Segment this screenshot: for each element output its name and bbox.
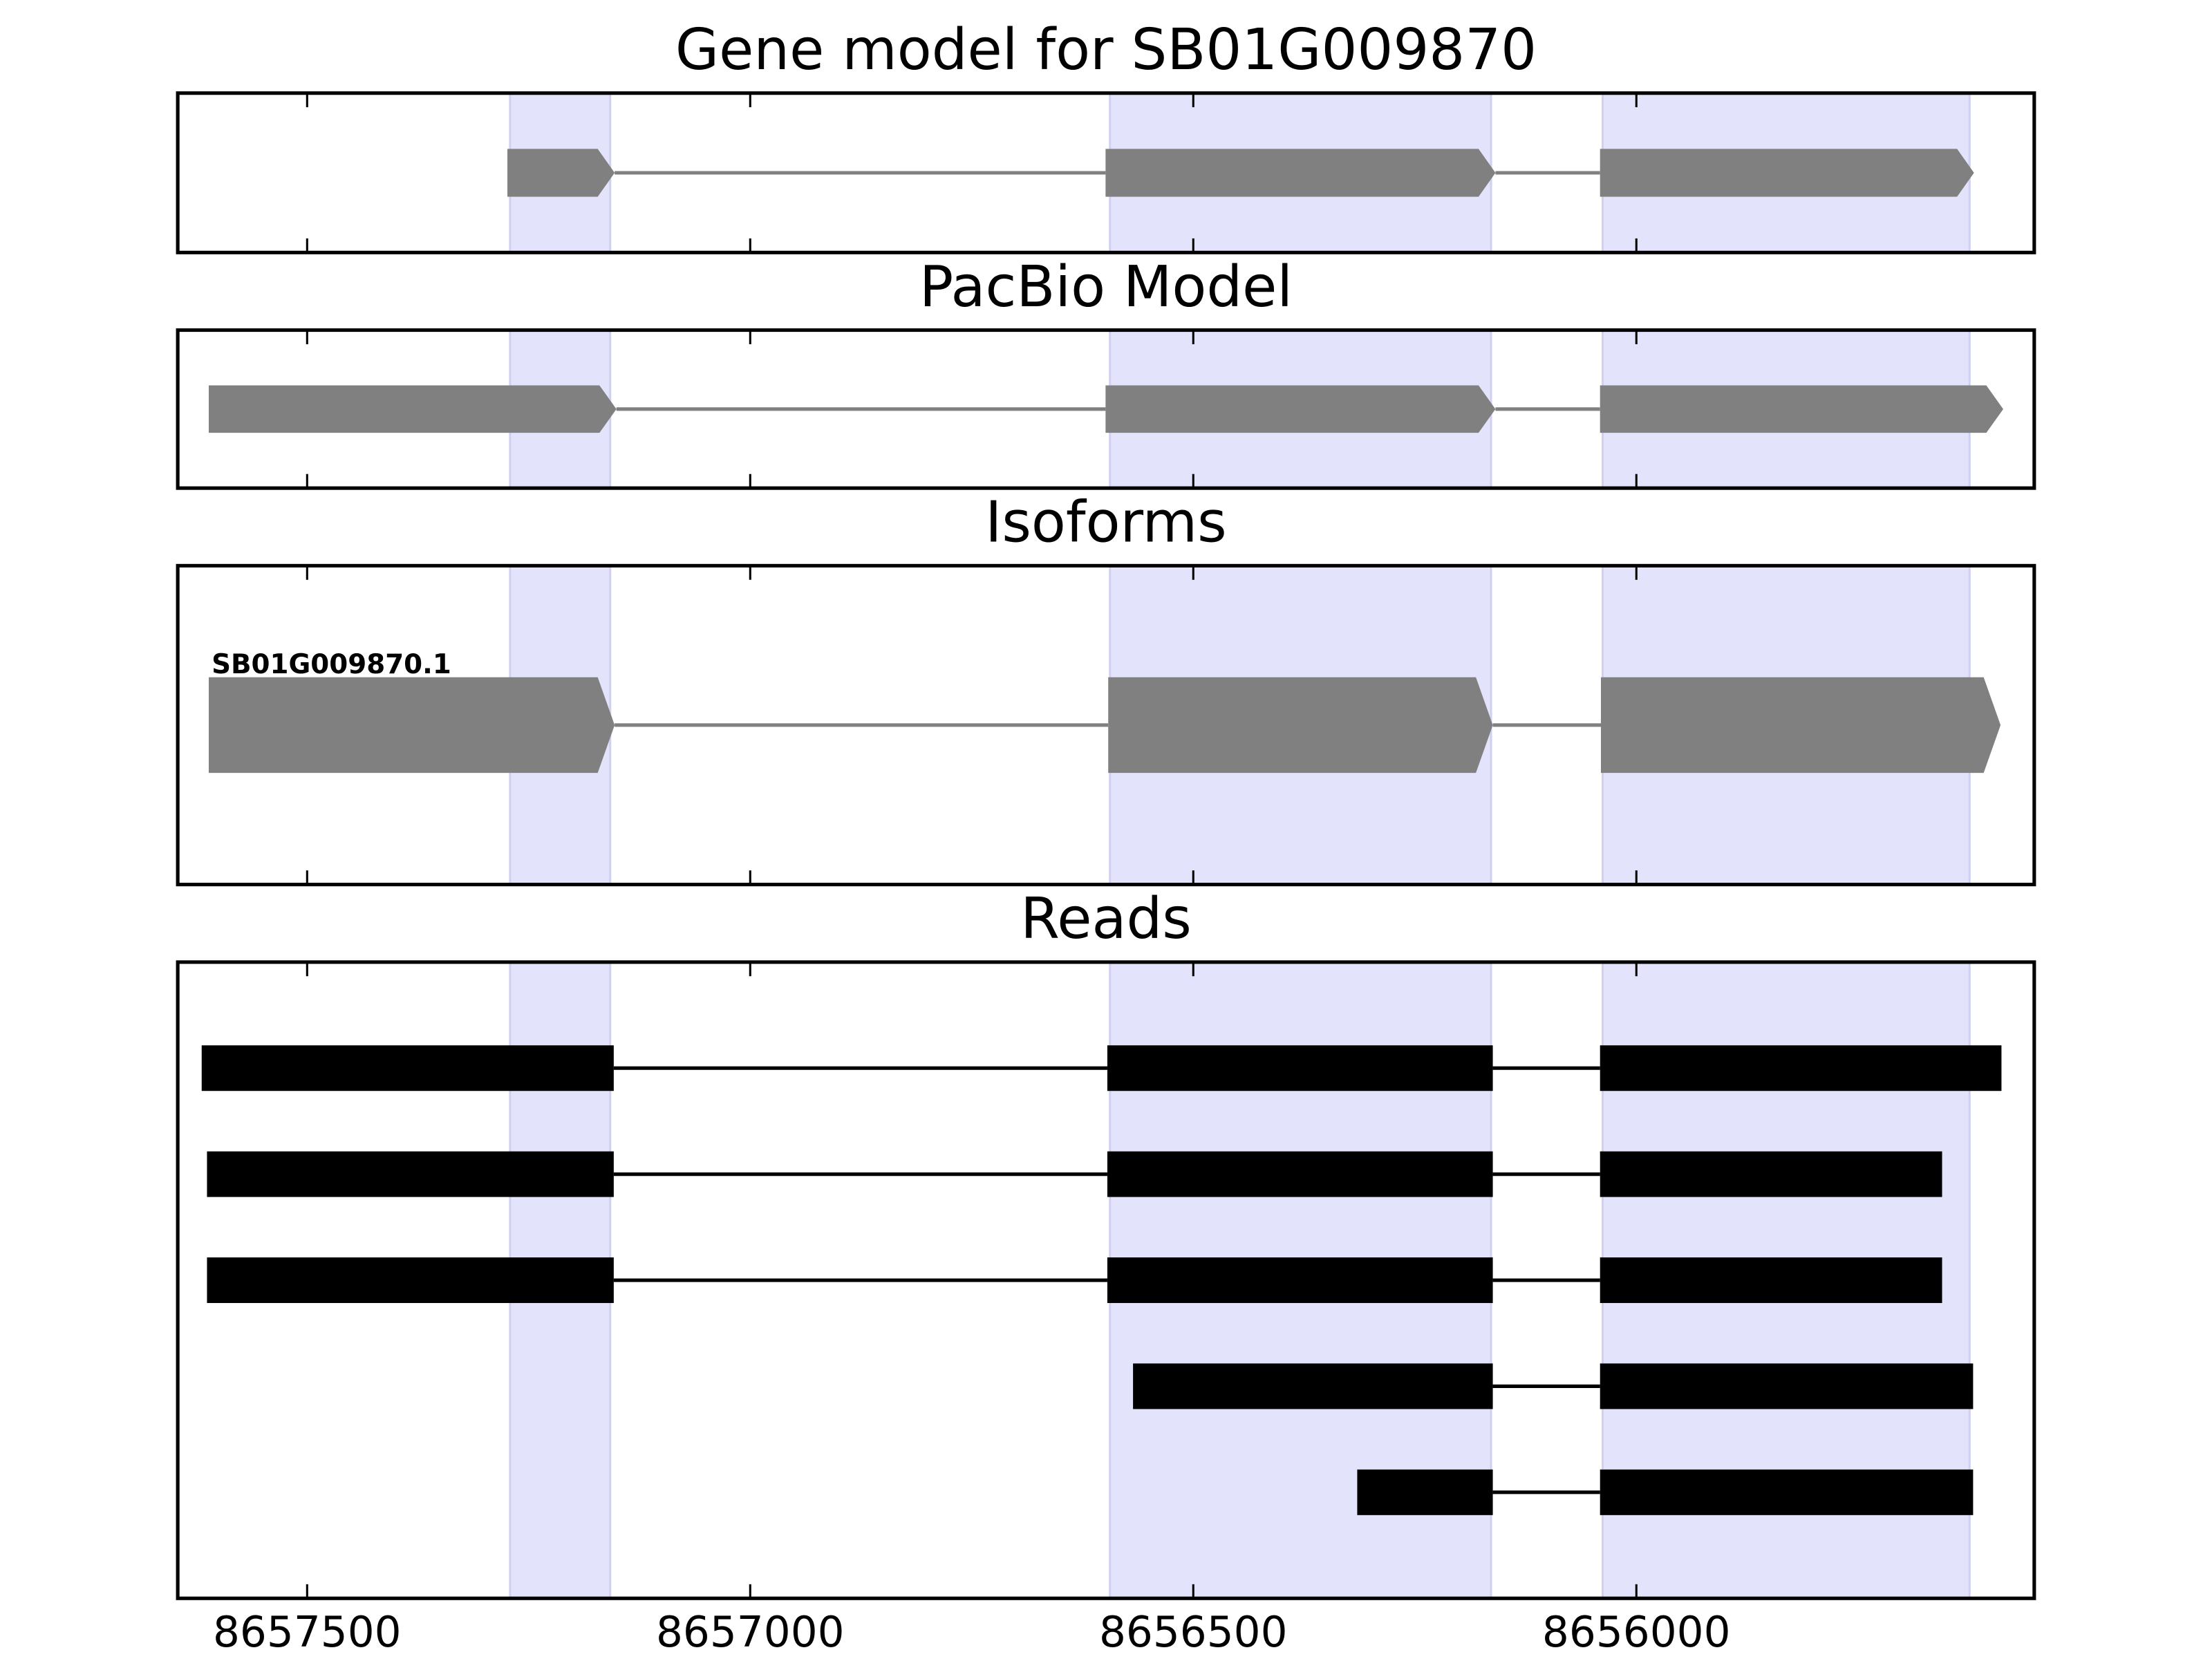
exon	[1600, 149, 1974, 197]
exon	[1600, 1151, 1942, 1197]
panel-title: Reads	[1020, 886, 1192, 952]
feature-label: SB01G009870.1	[212, 649, 451, 680]
x-tick-label: 8657500	[213, 1608, 402, 1657]
exon	[207, 1151, 614, 1197]
exon	[201, 1045, 614, 1091]
panel-frame	[176, 563, 2036, 887]
exon	[207, 1257, 614, 1304]
x-tick-label: 8656500	[1099, 1608, 1288, 1657]
exon	[1105, 149, 1496, 197]
exon	[507, 149, 615, 197]
x-tick-label: 8657000	[656, 1608, 845, 1657]
panel-frame	[176, 91, 2036, 254]
panel-title: PacBio Model	[919, 254, 1293, 320]
panel-frame	[176, 328, 2036, 490]
exon	[1105, 385, 1496, 433]
exon	[1600, 1257, 1942, 1304]
exon	[1133, 1363, 1493, 1409]
exon	[1108, 677, 1493, 774]
exon	[1107, 1257, 1493, 1304]
exon	[1600, 677, 2001, 774]
exon	[1600, 1469, 1974, 1515]
exon	[1107, 1151, 1493, 1197]
exon	[1600, 1363, 1974, 1409]
exon	[1600, 1045, 2002, 1091]
exon	[1600, 385, 2003, 433]
exon	[209, 677, 615, 774]
exon	[209, 385, 617, 433]
panel-title: Isoforms	[985, 490, 1226, 556]
exon	[1357, 1469, 1493, 1515]
panel-frame	[176, 960, 2036, 1600]
panel-title: Gene model for SB01G009870	[675, 17, 1537, 83]
x-tick-label: 8656000	[1542, 1608, 1731, 1657]
exon	[1107, 1045, 1493, 1091]
